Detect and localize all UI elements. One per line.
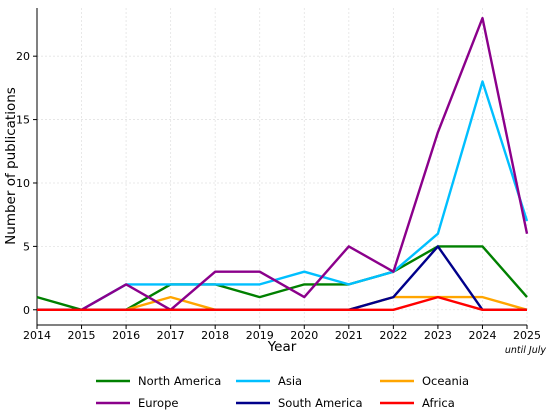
legend-label-africa: Africa [422, 396, 455, 410]
x-tick-label: 2020 [290, 329, 318, 342]
x-tick-label: 2025 [513, 329, 541, 342]
x-tick-label: 2018 [201, 329, 229, 342]
legend-label-europe: Europe [138, 396, 178, 410]
legend-label-asia: Asia [278, 374, 302, 388]
x-tick-label: 2014 [23, 329, 51, 342]
x-axis-note: until July [505, 345, 547, 356]
y-tick-label: 15 [16, 114, 30, 127]
y-axis-title: Number of publications [3, 87, 19, 245]
x-tick-label: 2021 [335, 329, 363, 342]
series-line-oceania [37, 295, 528, 311]
x-tick-label: 2019 [246, 329, 274, 342]
y-tick-label: 10 [16, 177, 30, 190]
series-line-asia [37, 80, 529, 311]
x-tick-label: 2023 [424, 329, 452, 342]
legend: North America Asia Oceania Europe South Amer… [96, 374, 469, 410]
x-tick-label: 2015 [68, 329, 96, 342]
series-line-europe [37, 16, 529, 311]
x-tick-label: 2017 [157, 329, 185, 342]
legend-label-north-america: North America [138, 374, 221, 388]
y-ticks: 0 5 10 15 20 [16, 50, 37, 317]
legend-label-south-america: South America [278, 396, 363, 410]
axes [36, 8, 527, 326]
y-tick-label: 5 [23, 240, 30, 253]
y-tick-label: 0 [23, 304, 30, 317]
x-ticks: 2014 2015 2016 2017 2018 2019 2020 2021 2022 2023… [23, 325, 541, 342]
series-lines [36, 16, 529, 311]
x-tick-label: 2022 [379, 329, 407, 342]
series-line-africa [37, 295, 527, 311]
legend-label-oceania: Oceania [422, 374, 469, 388]
x-tick-label: 2016 [112, 329, 140, 342]
x-tick-label: 2024 [468, 329, 496, 342]
y-tick-label: 20 [16, 50, 30, 63]
x-axis-title: Year [267, 339, 297, 355]
